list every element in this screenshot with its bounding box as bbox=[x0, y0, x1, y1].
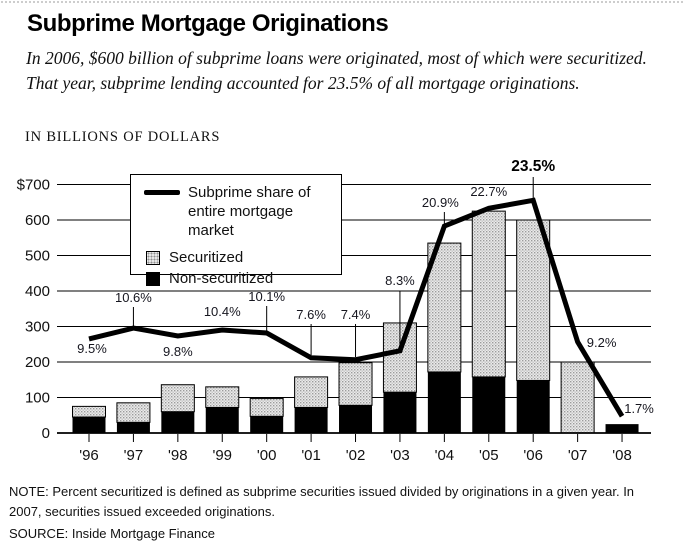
axis-labels: $700 600 500 400 300 200 100 0 '96 '97 '98 '99 '00 '0… bbox=[17, 177, 632, 465]
svg-text:'07: '07 bbox=[568, 447, 588, 464]
svg-text:'05: '05 bbox=[479, 447, 499, 464]
svg-text:100: 100 bbox=[25, 390, 50, 407]
svg-text:'06: '06 bbox=[523, 447, 543, 464]
svg-text:0: 0 bbox=[42, 425, 50, 442]
share-line bbox=[88, 197, 625, 418]
svg-text:'08: '08 bbox=[612, 447, 632, 464]
svg-text:'04: '04 bbox=[435, 447, 455, 464]
svg-text:'97: '97 bbox=[124, 447, 144, 464]
legend-row-securitized: Securitized bbox=[144, 249, 333, 268]
svg-text:22.7%: 22.7% bbox=[470, 184, 507, 199]
svg-text:300: 300 bbox=[25, 319, 50, 336]
svg-text:'00: '00 bbox=[257, 447, 277, 464]
svg-text:'02: '02 bbox=[346, 447, 366, 464]
svg-text:500: 500 bbox=[25, 248, 50, 265]
legend-securitized-label: Securitized bbox=[169, 249, 244, 267]
legend-row-non-securitized: Non-securitized bbox=[144, 270, 333, 289]
svg-text:'96: '96 bbox=[79, 447, 99, 464]
svg-text:7.6%: 7.6% bbox=[296, 307, 326, 322]
legend-row-line: Subprime share of entire mortgage market bbox=[144, 184, 333, 240]
securitized-swatch-icon bbox=[146, 251, 160, 266]
chart-area: $700 600 500 400 300 200 100 0 '96 '97 '98 '99 '00 '0… bbox=[0, 150, 684, 480]
non-securitized-swatch-icon bbox=[146, 272, 160, 286]
svg-text:10.6%: 10.6% bbox=[115, 290, 152, 305]
legend-line-label: Subprime share of entire mortgage market bbox=[188, 184, 311, 239]
units-label: IN BILLIONS OF DOLLARS bbox=[25, 129, 221, 145]
svg-text:200: 200 bbox=[25, 354, 50, 371]
svg-text:20.9%: 20.9% bbox=[422, 195, 459, 210]
source-line: SOURCE: Inside Mortgage Finance bbox=[9, 526, 215, 541]
svg-text:23.5%: 23.5% bbox=[511, 158, 555, 175]
page-title: Subprime Mortgage Originations bbox=[27, 10, 389, 37]
svg-text:400: 400 bbox=[25, 283, 50, 300]
svg-text:10.4%: 10.4% bbox=[204, 304, 241, 319]
svg-text:1.7%: 1.7% bbox=[624, 401, 654, 416]
svg-text:'01: '01 bbox=[301, 447, 321, 464]
chart-subtitle: In 2006, $600 billion of subprime loans … bbox=[26, 48, 647, 93]
svg-text:$700: $700 bbox=[17, 177, 50, 194]
svg-text:8.3%: 8.3% bbox=[385, 273, 415, 288]
svg-text:'99: '99 bbox=[212, 447, 232, 464]
footnote: NOTE: Percent securitized is defined as … bbox=[9, 484, 635, 519]
svg-text:10.1%: 10.1% bbox=[248, 289, 285, 304]
percent-annotations: 9.5% 10.6% 9.8% 10.4% 10.1% 7.6% 7.4% 8.3% 20.9%… bbox=[77, 158, 654, 416]
svg-text:'98: '98 bbox=[168, 447, 188, 464]
line-swatch-icon bbox=[144, 190, 180, 195]
svg-text:'03: '03 bbox=[390, 447, 410, 464]
axes bbox=[57, 432, 651, 442]
svg-text:9.5%: 9.5% bbox=[77, 341, 107, 356]
chart-legend: Subprime share of entire mortgage market… bbox=[130, 174, 342, 287]
svg-text:7.4%: 7.4% bbox=[341, 307, 371, 322]
chart-svg: $700 600 500 400 300 200 100 0 '96 '97 '98 '99 '00 '0… bbox=[17, 158, 655, 465]
svg-text:9.2%: 9.2% bbox=[587, 335, 617, 350]
legend-non-securitized-label: Non-securitized bbox=[169, 270, 274, 287]
svg-text:600: 600 bbox=[25, 212, 50, 229]
bars bbox=[72, 210, 639, 434]
svg-text:9.8%: 9.8% bbox=[163, 344, 193, 359]
top-dotted-border bbox=[0, 0, 684, 4]
